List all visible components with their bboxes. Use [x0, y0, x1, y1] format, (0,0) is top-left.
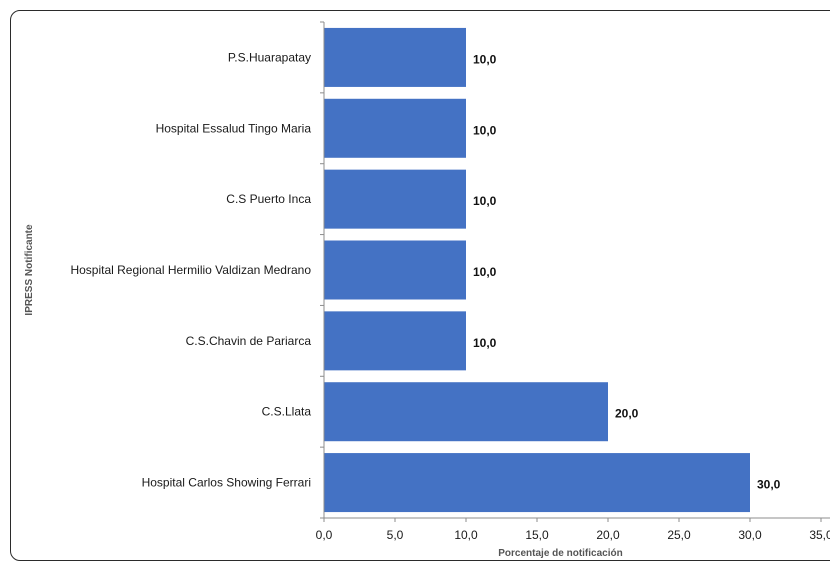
x-tick-label: 20,0 [596, 528, 620, 542]
data-label: 20,0 [615, 407, 639, 421]
category-label: C.S.Llata [262, 405, 312, 419]
x-tick-label: 25,0 [667, 528, 691, 542]
bars-group [324, 27, 750, 513]
bar [324, 311, 466, 371]
x-tick-label: 5,0 [387, 528, 404, 542]
category-label: Hospital Essalud Tingo Maria [156, 121, 312, 135]
data-label: 10,0 [473, 265, 497, 279]
x-axis-title: Porcentaje de notificación [498, 548, 622, 559]
x-tick-label: 30,0 [738, 528, 762, 542]
data-label: 10,0 [473, 336, 497, 350]
x-tick-label: 15,0 [525, 528, 549, 542]
axes-group [320, 21, 830, 522]
data-label: 10,0 [473, 52, 497, 66]
data-label: 10,0 [473, 194, 497, 208]
labels-group: P.S.Huarapatay 10,0 Hospital Essalud Tingo… [70, 50, 830, 542]
y-axis-title: IPRESS Notificante [24, 224, 35, 316]
data-label: 10,0 [473, 123, 497, 137]
bar [324, 169, 466, 229]
category-label: Hospital Carlos Showing Ferrari [142, 476, 311, 490]
x-tick-label: 35,0 [809, 528, 830, 542]
category-label: C.S Puerto Inca [226, 192, 311, 206]
category-label: C.S.Chavin de Pariarca [186, 334, 312, 348]
category-label: P.S.Huarapatay [228, 50, 311, 64]
bar [324, 98, 466, 158]
x-tick-label: 10,0 [454, 528, 478, 542]
bar [324, 453, 750, 513]
bar [324, 240, 466, 300]
x-tick-label: 0,0 [316, 528, 333, 542]
data-label: 30,0 [757, 478, 781, 492]
bar [324, 27, 466, 87]
bar [324, 382, 608, 442]
category-label: Hospital Regional Hermilio Valdizan Medr… [70, 263, 311, 277]
